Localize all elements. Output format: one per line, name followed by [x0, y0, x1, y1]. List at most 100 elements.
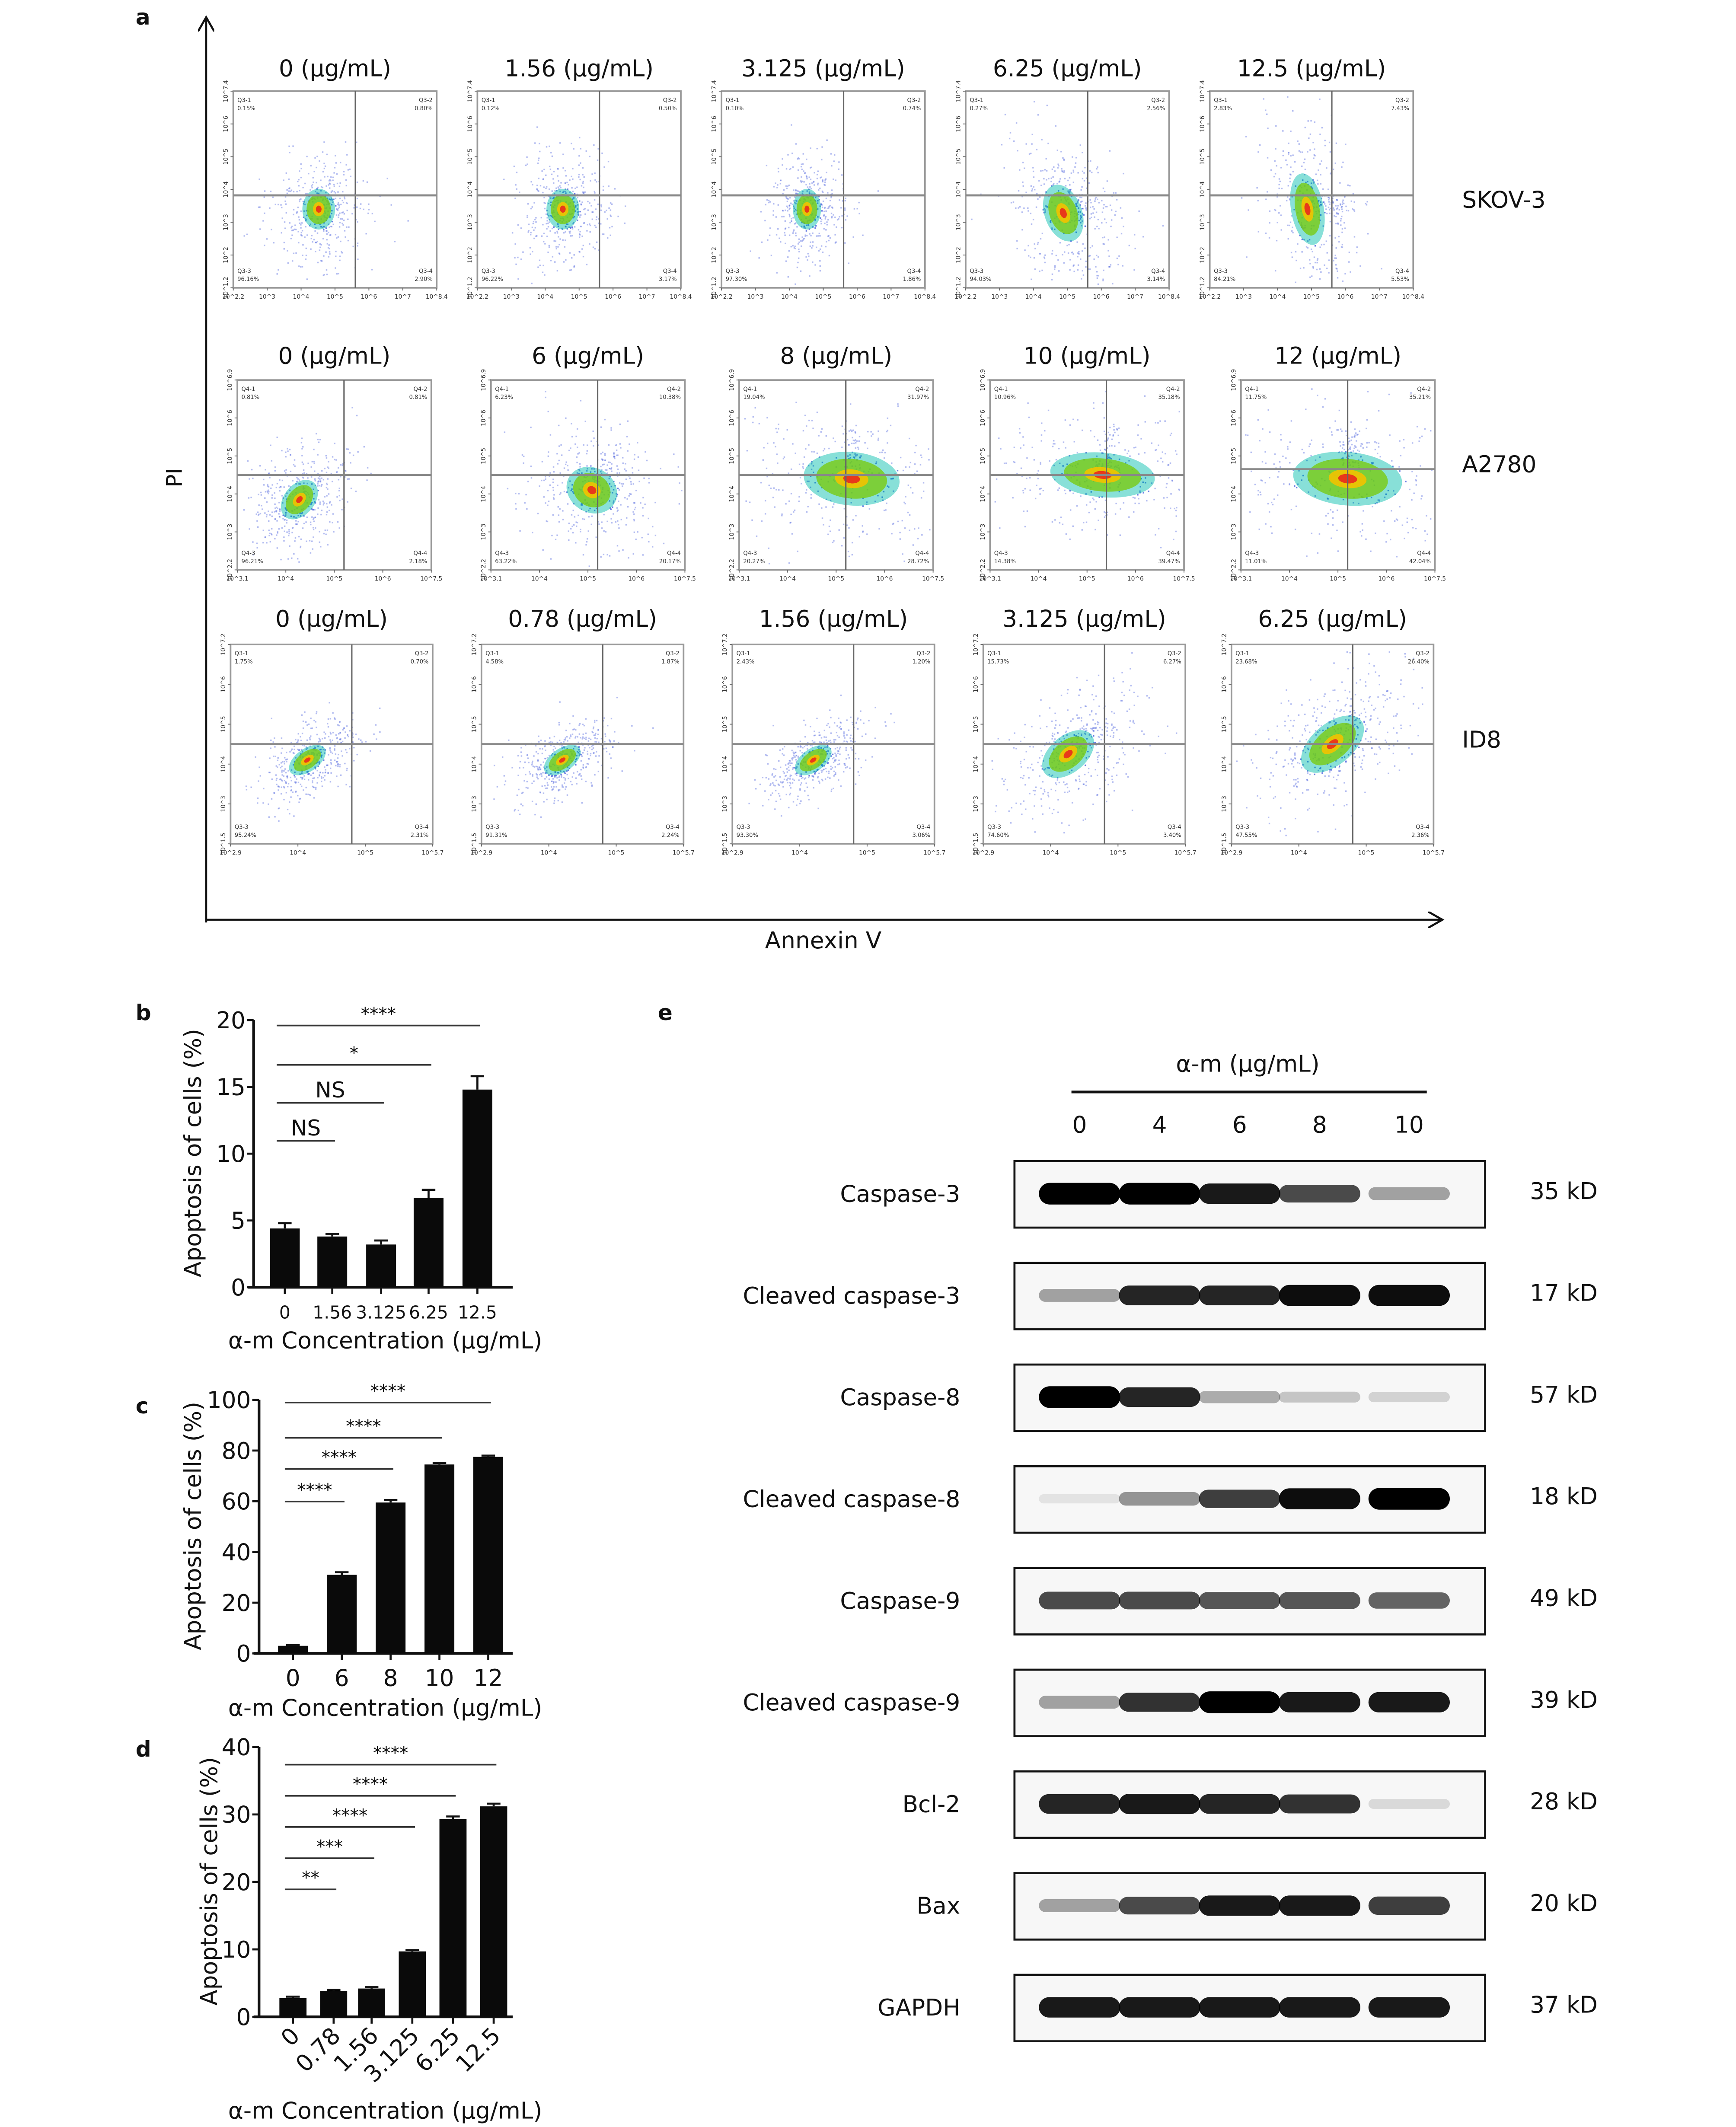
- cell-event: [1288, 152, 1290, 153]
- cell-event: [660, 468, 661, 469]
- cell-event: [321, 777, 322, 779]
- cell-event: [504, 784, 506, 786]
- cell-event: [530, 477, 533, 479]
- cell-event: [1084, 247, 1086, 249]
- cell-event: [371, 269, 373, 271]
- cell-event: [338, 753, 339, 756]
- cell-event: [783, 216, 785, 217]
- cell-event: [1121, 217, 1123, 219]
- cell-event: [652, 727, 654, 729]
- cell-event: [1088, 511, 1090, 513]
- cell-event: [1123, 226, 1124, 227]
- cell-event: [1336, 199, 1338, 201]
- cell-event: [851, 430, 853, 432]
- cell-event: [829, 530, 831, 532]
- cell-event: [264, 512, 266, 514]
- cell-event: [339, 182, 341, 184]
- x-tick-label: 10^6: [876, 576, 893, 583]
- cell-event: [836, 219, 839, 221]
- cell-event: [262, 542, 264, 544]
- cell-event: [580, 760, 582, 762]
- cell-event: [613, 513, 614, 515]
- cell-event: [578, 452, 580, 454]
- cell-event: [795, 235, 797, 236]
- cell-event: [363, 208, 364, 210]
- cell-event: [1322, 188, 1324, 190]
- cell-event: [1084, 225, 1086, 227]
- cell-event: [587, 538, 588, 540]
- cell-event: [551, 535, 553, 536]
- cell-event: [301, 437, 303, 439]
- y-tick-label: 10^6: [1199, 116, 1206, 132]
- cell-event: [795, 190, 797, 191]
- cell-event: [1337, 207, 1339, 209]
- cell-event: [337, 724, 339, 726]
- cell-event: [1301, 165, 1303, 167]
- cell-event: [813, 181, 814, 183]
- cell-event: [1062, 171, 1063, 173]
- cell-event: [517, 775, 519, 776]
- cell-event: [1054, 443, 1056, 445]
- cell-event: [285, 451, 287, 453]
- y-tick-label: 10^4: [220, 756, 227, 772]
- cell-event: [335, 214, 338, 216]
- cell-event: [296, 523, 298, 525]
- cell-event: [1291, 230, 1293, 232]
- cell-event: [1164, 507, 1165, 509]
- cell-event: [1307, 120, 1309, 122]
- cell-event: [275, 507, 278, 508]
- cell-event: [1416, 426, 1418, 427]
- quadrant-percent: 20.27%: [743, 558, 765, 565]
- plot-title: 0.78 (μg/mL): [508, 605, 657, 632]
- cell-event: [829, 237, 831, 239]
- cell-event: [1104, 434, 1107, 435]
- density-red: [560, 205, 566, 213]
- quadrant-name: Q3-1: [237, 97, 251, 104]
- cell-event: [593, 726, 594, 728]
- cell-event: [544, 207, 546, 210]
- cell-event: [545, 476, 546, 478]
- cell-event: [1005, 462, 1007, 464]
- cell-event: [603, 553, 605, 555]
- cell-event: [1098, 496, 1100, 498]
- cell-event: [1073, 271, 1075, 272]
- cell-event: [265, 469, 266, 471]
- cell-event: [1278, 188, 1280, 189]
- cell-event: [681, 490, 683, 491]
- cell-event: [998, 437, 1000, 439]
- cell-event: [1340, 203, 1341, 205]
- cell-event: [1360, 443, 1363, 445]
- cell-event: [1057, 167, 1059, 169]
- cell-event: [290, 189, 293, 191]
- cell-event: [788, 234, 791, 236]
- cell-event: [1077, 255, 1079, 258]
- y-tick-label: 10^3: [955, 214, 962, 230]
- cell-event: [344, 230, 346, 232]
- cell-event: [576, 522, 578, 523]
- cell-event: [281, 747, 283, 749]
- cell-event: [1026, 457, 1028, 459]
- cell-event: [1348, 252, 1350, 253]
- cell-event: [781, 513, 783, 515]
- cell-event: [635, 507, 636, 509]
- cell-event: [811, 166, 812, 169]
- cell-event: [313, 449, 315, 450]
- y-tick-label: 10^3: [1230, 524, 1237, 540]
- cell-event: [786, 198, 788, 199]
- cell-event: [543, 169, 545, 171]
- cell-event: [823, 228, 825, 230]
- cell-event: [1069, 259, 1071, 261]
- cell-event: [319, 485, 320, 487]
- flow-plot: 12 (μg/mL)Q4-111.75%Q4-235.21%Q4-311.01%…: [1230, 342, 1446, 583]
- cell-event: [777, 204, 779, 206]
- cell-event: [582, 733, 584, 735]
- cell-event: [549, 221, 550, 223]
- cell-event: [1041, 233, 1044, 234]
- cell-event: [302, 187, 304, 188]
- cell-event: [1095, 211, 1098, 213]
- cell-event: [624, 497, 626, 499]
- cell-event: [1351, 436, 1353, 438]
- cell-event: [301, 230, 303, 232]
- cell-event: [811, 451, 813, 453]
- cell-event: [302, 244, 304, 246]
